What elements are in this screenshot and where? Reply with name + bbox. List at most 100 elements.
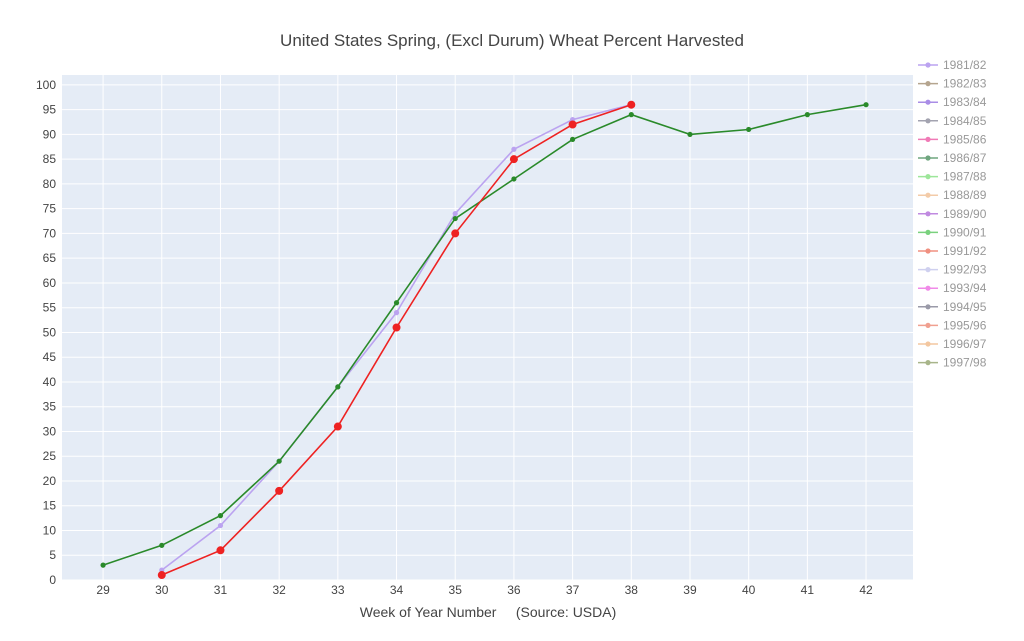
y-tick-label: 55: [43, 301, 57, 315]
y-tick-label: 90: [43, 127, 57, 141]
legend-swatch-marker: [925, 174, 931, 180]
data-point: [628, 112, 634, 118]
x-axis-label: Week of Year Number (Source: USDA): [360, 604, 617, 620]
y-tick-label: 45: [43, 350, 57, 364]
legend-item[interactable]: 1992/93: [918, 263, 987, 277]
legend-label: 1983/84: [943, 95, 987, 109]
data-point: [217, 522, 224, 529]
legend-item[interactable]: 1984/85: [918, 114, 987, 128]
y-tick-label: 80: [43, 177, 57, 191]
data-point: [217, 513, 224, 519]
legend-label: 1981/82: [943, 58, 987, 72]
y-tick-label: 30: [43, 424, 57, 438]
data-point: [159, 542, 165, 548]
y-tick-label: 40: [43, 375, 57, 389]
data-point: [452, 211, 458, 217]
y-tick-label: 70: [43, 226, 57, 240]
data-point: [452, 215, 458, 222]
data-point: [393, 300, 400, 306]
x-tick-label: 33: [331, 583, 345, 597]
data-point: [216, 546, 225, 555]
legend-label: 1982/83: [943, 77, 987, 91]
series-lines: [100, 100, 869, 580]
data-point: [392, 323, 401, 332]
legend-label: 1990/91: [943, 225, 987, 239]
legend-item[interactable]: 1991/92: [918, 244, 987, 258]
data-point: [687, 131, 693, 138]
legend-item[interactable]: 1997/98: [918, 356, 987, 370]
legend-swatch-marker: [925, 341, 931, 347]
x-tick-label: 41: [801, 583, 815, 597]
y-tick-label: 20: [43, 474, 57, 488]
y-tick-label: 95: [43, 103, 57, 117]
y-tick-label: 35: [43, 400, 57, 414]
legend-item[interactable]: 1990/91: [918, 225, 987, 239]
series-line: [102, 103, 867, 566]
data-point: [393, 310, 400, 316]
x-tick-label: 37: [566, 583, 580, 597]
legend-label: 1986/87: [943, 151, 987, 165]
legend-swatch-marker: [925, 99, 931, 105]
data-point: [511, 146, 517, 152]
x-tick-label: 32: [272, 583, 286, 597]
legend-label: 1995/96: [943, 318, 987, 332]
legend-item[interactable]: 1996/97: [918, 337, 987, 351]
legend-swatch-marker: [925, 360, 931, 366]
x-tick-label: 30: [155, 583, 169, 597]
legend-label: 1993/94: [943, 281, 987, 295]
legend-item[interactable]: 1986/87: [918, 151, 987, 165]
data-point: [333, 422, 342, 431]
data-point: [746, 126, 752, 133]
chart-title: United States Spring, (Excl Durum) Wheat…: [280, 31, 744, 50]
legend-item[interactable]: 1994/95: [918, 300, 987, 314]
y-tick-label: 0: [49, 573, 56, 587]
series-18: [157, 100, 636, 580]
legend-swatch-marker: [925, 304, 931, 310]
legend-label: 1984/85: [943, 114, 987, 128]
data-point: [157, 571, 166, 580]
data-point: [509, 155, 518, 164]
x-tick-label: 29: [96, 583, 110, 597]
data-point: [275, 486, 284, 495]
legend-item[interactable]: 1982/83: [918, 77, 987, 91]
legend-swatch-marker: [925, 229, 931, 235]
plot-area: [62, 75, 913, 580]
series-17: [100, 102, 869, 568]
legend-item[interactable]: 1989/90: [918, 207, 987, 221]
legend-item[interactable]: 1988/89: [918, 188, 987, 202]
y-tick-label: 60: [43, 276, 57, 290]
y-tick-label: 25: [43, 449, 57, 463]
legend-swatch-marker: [925, 211, 931, 217]
x-tick-label: 40: [742, 583, 756, 597]
legend-label: 1988/89: [943, 188, 987, 202]
legend-item[interactable]: 1985/86: [918, 132, 987, 146]
legend-item[interactable]: 1983/84: [918, 95, 987, 109]
legend-label: 1989/90: [943, 207, 987, 221]
data-point: [276, 458, 282, 464]
x-tick-label: 34: [390, 583, 404, 597]
legend[interactable]: 1981/82 1982/83 1983/84 1984/85 1985/86 1986/…: [918, 58, 987, 370]
x-tick-label: 36: [507, 583, 521, 597]
legend-label: 1987/88: [943, 170, 987, 184]
data-point: [804, 112, 810, 118]
legend-item[interactable]: 1993/94: [918, 281, 987, 295]
legend-item[interactable]: 1987/88: [918, 170, 987, 184]
y-tick-label: 5: [49, 548, 56, 562]
data-point: [511, 176, 517, 182]
legend-label: 1994/95: [943, 300, 987, 314]
x-tick-label: 35: [449, 583, 463, 597]
legend-swatch-marker: [925, 192, 931, 198]
y-tick-label: 65: [43, 251, 57, 265]
legend-item[interactable]: 1995/96: [918, 318, 987, 332]
y-tick-label: 50: [43, 325, 57, 339]
y-axis: 0 5 10 15 20 25 30 35 40 45 50 55 60 65 70 75 80 85 90 95 10…: [36, 78, 56, 587]
data-point: [568, 120, 577, 129]
y-tick-label: 75: [43, 202, 57, 216]
data-point: [335, 384, 341, 390]
x-tick-label: 39: [683, 583, 697, 597]
legend-label: 1991/92: [943, 244, 987, 258]
legend-item[interactable]: 1981/82: [918, 58, 987, 72]
data-point: [863, 102, 869, 108]
legend-swatch-marker: [925, 136, 931, 142]
